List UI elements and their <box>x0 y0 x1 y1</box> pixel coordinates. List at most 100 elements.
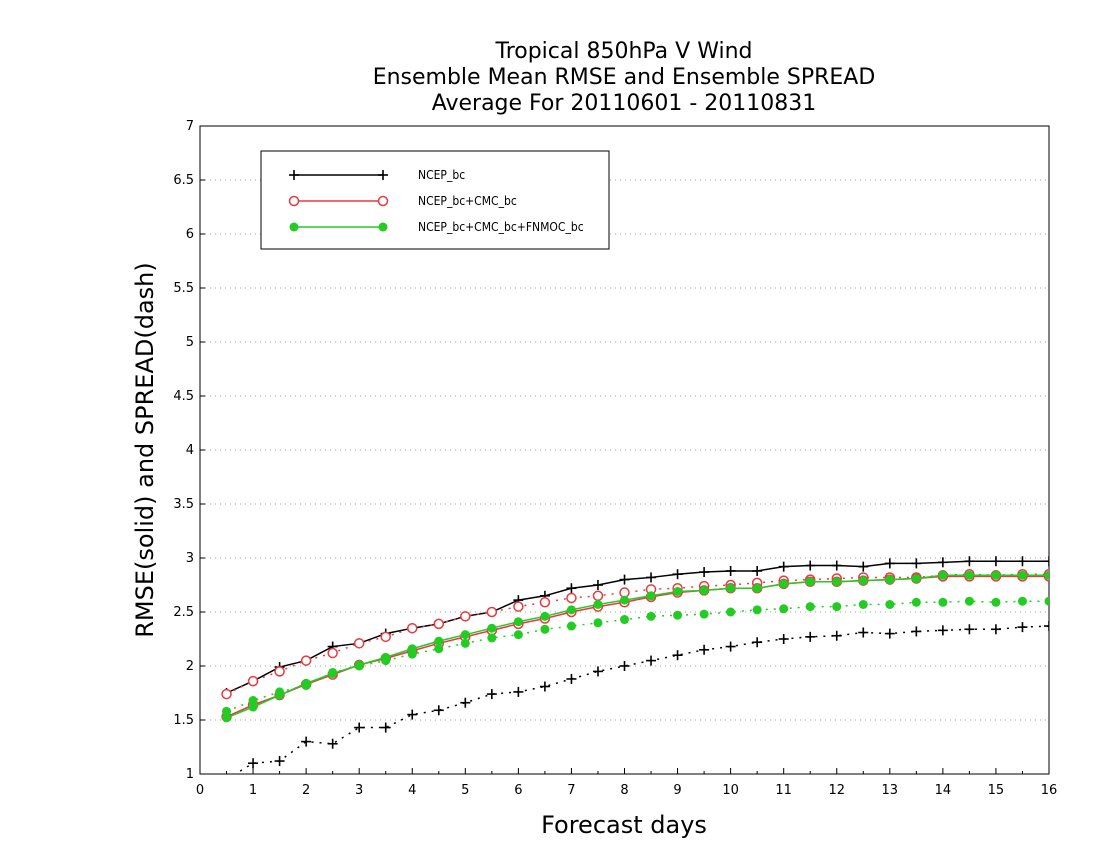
series-layer <box>221 556 1049 784</box>
legend-label: NCEP_bc+CMC_bc <box>418 194 517 208</box>
rmse-point <box>805 577 815 587</box>
rmse-point <box>725 565 736 576</box>
rmse-point <box>434 636 444 646</box>
spread-point <box>673 610 683 620</box>
x-tick-label: 11 <box>775 783 792 798</box>
x-tick-label: 1 <box>249 783 257 798</box>
rmse-point <box>328 669 338 679</box>
spread-point <box>540 624 550 634</box>
rmse-point <box>938 570 948 580</box>
spread-point <box>222 774 232 784</box>
spread-point <box>884 628 895 639</box>
rmse-point <box>858 561 869 572</box>
spread-point <box>672 650 683 661</box>
spread-point <box>222 706 232 716</box>
y-tick-label: 1 <box>186 767 194 782</box>
spread-point <box>300 655 312 666</box>
rmse-point <box>964 556 975 567</box>
spread-point <box>380 631 391 643</box>
rmse-point <box>911 574 921 584</box>
spread-point <box>460 611 471 622</box>
spread-point <box>380 722 391 733</box>
spread-point <box>911 597 921 607</box>
spread-point <box>1017 596 1027 606</box>
chart-title-line-3: Average For 20110601 - 20110831 <box>432 91 817 116</box>
spread-point <box>354 722 365 733</box>
rmse-point <box>779 579 789 589</box>
spread-point <box>858 599 868 609</box>
spread-point <box>274 756 285 767</box>
spread-point <box>248 696 258 706</box>
legend-label: NCEP_bc <box>418 168 465 182</box>
spread-point <box>221 688 232 700</box>
x-tick-label: 3 <box>355 783 363 798</box>
rmse-point <box>832 577 842 587</box>
rmse-point <box>593 599 603 609</box>
spread-line <box>226 573 1049 695</box>
spread-point <box>699 609 709 619</box>
rmse-point <box>1017 570 1027 580</box>
rmse-point <box>407 644 417 654</box>
rmse-point <box>699 567 710 578</box>
spread-point <box>620 615 629 625</box>
y-tick-label: 3.5 <box>173 497 194 512</box>
spread-point <box>778 634 789 644</box>
rmse-point <box>222 713 232 723</box>
rmse-point <box>858 576 868 586</box>
spread-point <box>407 709 418 720</box>
y-tick-label: 1.5 <box>173 713 194 728</box>
legend-marker <box>377 195 389 207</box>
spread-point <box>593 618 603 628</box>
rmse-point <box>672 569 683 580</box>
y-tick-label: 2.5 <box>173 605 194 620</box>
spread-point <box>779 604 789 614</box>
spread-point <box>938 597 948 607</box>
rmse-point <box>619 574 630 585</box>
x-tick-label: 5 <box>461 783 469 798</box>
rmse-point <box>911 558 922 569</box>
rmse-point <box>752 583 762 593</box>
spread-point <box>434 644 444 654</box>
legend-marker <box>378 170 388 180</box>
spread-point <box>619 661 630 671</box>
x-tick-label: 10 <box>722 783 739 798</box>
rmse-line <box>226 574 1049 719</box>
rmse-point <box>566 583 577 594</box>
chart-title-line-1: Tropical 850hPa V Wind <box>494 39 752 64</box>
gridlines <box>200 179 1049 721</box>
rmse-point <box>566 605 576 615</box>
rmse-point <box>726 583 736 593</box>
x-tick-label: 16 <box>1041 783 1058 798</box>
spread-point <box>460 697 471 708</box>
rmse-point <box>592 580 603 590</box>
rmse-point <box>752 565 763 576</box>
spread-point <box>327 738 338 749</box>
spread-point <box>301 736 312 747</box>
x-tick-label: 12 <box>828 783 845 798</box>
spread-point <box>592 666 603 677</box>
series-ncep-bc-cmc-bc-fnmoc-bc <box>222 570 1049 723</box>
y-tick-label: 5.5 <box>173 281 194 296</box>
spread-point <box>1044 596 1049 606</box>
spread-point <box>990 624 1001 635</box>
spread-point <box>407 622 418 634</box>
rmse-point <box>991 570 1001 580</box>
legend-item: NCEP_bc+CMC_bc <box>288 194 517 208</box>
rmse-line <box>226 560 1049 694</box>
spread-point <box>752 637 763 648</box>
x-axis-label: Forecast days <box>541 811 707 839</box>
spread-point <box>487 633 497 643</box>
spread-point <box>646 611 656 621</box>
spread-point <box>937 625 948 636</box>
x-tick-label: 9 <box>673 783 681 798</box>
rmse-point <box>275 690 285 700</box>
rmse-point <box>805 560 816 571</box>
y-tick-label: 7 <box>186 119 194 134</box>
spread-point <box>752 605 762 615</box>
x-tick-label: 6 <box>514 783 522 798</box>
spread-point <box>646 655 657 666</box>
spread-point <box>991 597 1001 607</box>
spread-point <box>964 596 974 606</box>
spread-point <box>592 590 604 602</box>
